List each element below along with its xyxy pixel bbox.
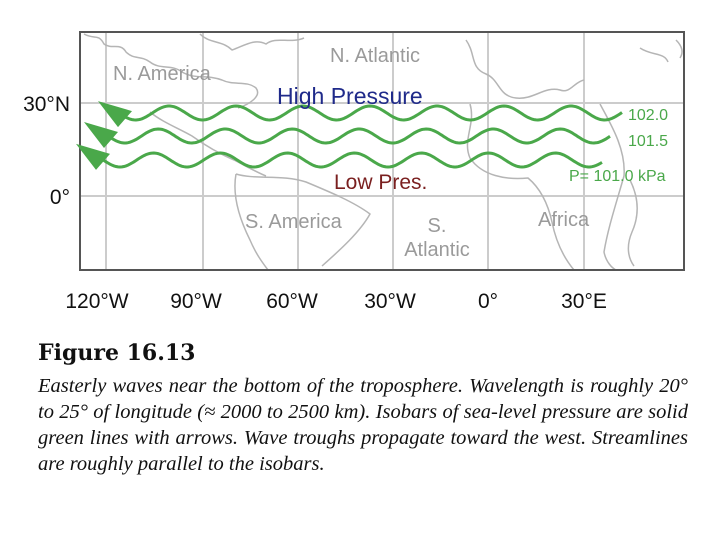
africa-east-coast [599,103,625,271]
high-pressure-label: High Pressure [277,83,423,109]
isobar-101-5-arrowhead [84,122,118,148]
figure-title: Figure 16.13 [38,340,196,366]
isobar-102-line [121,104,623,122]
region-label-north-atlantic: N. Atlantic [330,45,420,67]
central-america-coast [149,111,267,177]
easterly-waves-diagram: N. America N. Atlantic S. America S. Atl… [23,31,685,313]
low-pressure-label: Low Pres. [334,171,427,194]
y-tick-30n: 30°N [23,93,70,116]
europe-coast [465,39,585,99]
x-tick-0: 0° [478,290,498,313]
africa-west-coast [466,103,575,271]
south-america-coast [234,173,371,271]
region-labels: N. America N. Atlantic S. America S. Atl… [113,45,590,261]
isobar-101-5-line [107,127,611,145]
madagascar-coast [627,179,638,267]
x-tick-30w: 30°W [364,290,416,313]
greenland-coast [199,33,305,51]
isobar-101-line [99,151,603,169]
x-tick-90w: 90°W [170,290,222,313]
axis-labels: 30°N 0° 120°W 90°W 60°W 30°W 0° 30°E [23,93,607,313]
region-label-south-america: S. America [245,211,343,233]
region-label-north-america: N. America [113,63,212,85]
region-label-south-atlantic-line2: Atlantic [404,239,470,261]
isobar-102-arrowhead [98,101,132,128]
coastlines [83,33,683,271]
north-america-coast [83,33,259,109]
map-frame [79,31,685,271]
figure-caption: Easterly waves near the bottom of the tr… [38,375,688,475]
arctic-islands-coast [639,39,683,63]
isobar-label-102: 102.0 [628,107,668,124]
x-tick-120w: 120°W [65,290,128,313]
x-tick-60w: 60°W [266,290,318,313]
graticule [80,32,684,270]
isobar-labels: 102.0 101.5 P= 101.0 kPa [569,107,668,185]
isobars-layer [76,101,623,170]
isobar-101-arrowhead [76,143,110,170]
region-label-south-atlantic-line1: S. [428,215,447,237]
region-label-africa: Africa [538,209,590,231]
y-tick-equator: 0° [50,186,70,209]
isobar-label-101: P= 101.0 kPa [569,168,666,185]
isobar-label-101-5: 101.5 [628,133,668,150]
x-tick-30e: 30°E [561,290,607,313]
